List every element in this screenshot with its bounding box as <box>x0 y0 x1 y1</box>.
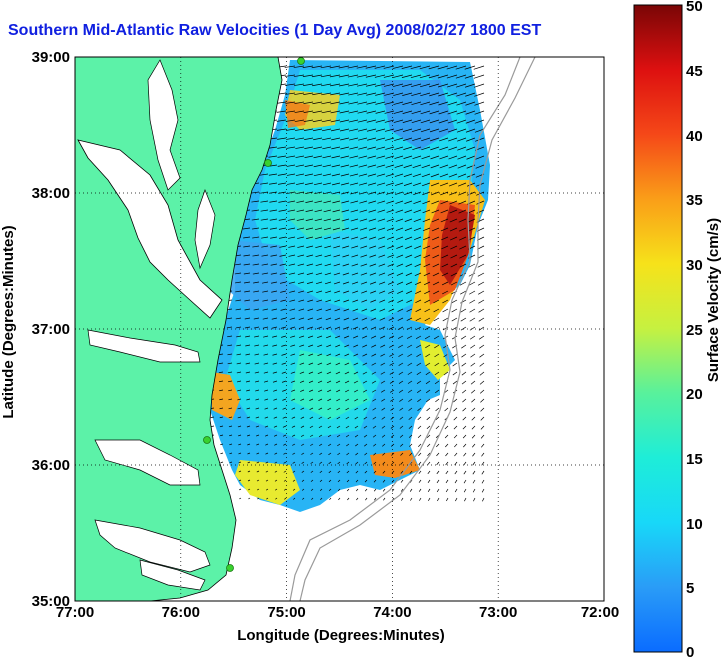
grid-lines <box>75 57 604 601</box>
x-axis: 77:00 76:00 75:00 74:00 73:00 72:00 Long… <box>56 604 619 644</box>
station-marker[interactable] <box>297 57 305 65</box>
y-axis: 39:00 38:00 37:00 36:00 35:00 Latitude (… <box>0 49 70 610</box>
colorbar-tick: 50 <box>686 0 703 15</box>
y-tick-label: 39:00 <box>32 49 70 66</box>
x-axis-label: Longitude (Degrees:Minutes) <box>237 627 445 644</box>
map-title: Southern Mid-Atlantic Raw Velocities (1 … <box>8 22 542 39</box>
radar-stations <box>203 57 305 572</box>
y-tick-label: 37:00 <box>32 321 70 338</box>
colorbar-tick: 15 <box>686 451 703 468</box>
x-tick-label: 72:00 <box>581 604 619 621</box>
y-axis-label: Latitude (Degrees:Minutes) <box>0 225 17 418</box>
colorbar-tick: 0 <box>686 644 694 659</box>
colorbar-scale <box>633 4 683 653</box>
colorbar-tick: 10 <box>686 516 703 533</box>
y-tick-label: 38:00 <box>32 185 70 202</box>
colorbar-tick: 20 <box>686 386 703 403</box>
colorbar-label: Surface Velocity (cm/s) <box>705 218 722 382</box>
y-tick-label: 36:00 <box>32 457 70 474</box>
colorbar-tick: 30 <box>686 257 703 274</box>
station-marker[interactable] <box>264 159 272 167</box>
bathymetry-contours <box>289 57 536 601</box>
x-tick-label: 77:00 <box>56 604 94 621</box>
velocity-field <box>210 60 490 512</box>
colorbar-tick: 25 <box>686 322 703 339</box>
y-tick-label: 35:00 <box>32 593 70 610</box>
colorbar-tick: 40 <box>686 128 703 145</box>
plot-frame <box>74 56 605 602</box>
x-tick-label: 73:00 <box>479 604 517 621</box>
x-tick-label: 74:00 <box>373 604 411 621</box>
x-tick-label: 75:00 <box>267 604 305 621</box>
station-marker[interactable] <box>203 436 211 444</box>
colorbar-tick: 5 <box>686 580 694 597</box>
land-mass <box>75 57 283 601</box>
colorbar: 50 45 40 35 30 25 20 15 10 5 0 Surface V… <box>633 0 722 659</box>
x-tick-label: 76:00 <box>162 604 200 621</box>
colorbar-tick: 35 <box>686 192 703 209</box>
station-marker[interactable] <box>226 564 234 572</box>
colorbar-tick: 45 <box>686 63 703 80</box>
